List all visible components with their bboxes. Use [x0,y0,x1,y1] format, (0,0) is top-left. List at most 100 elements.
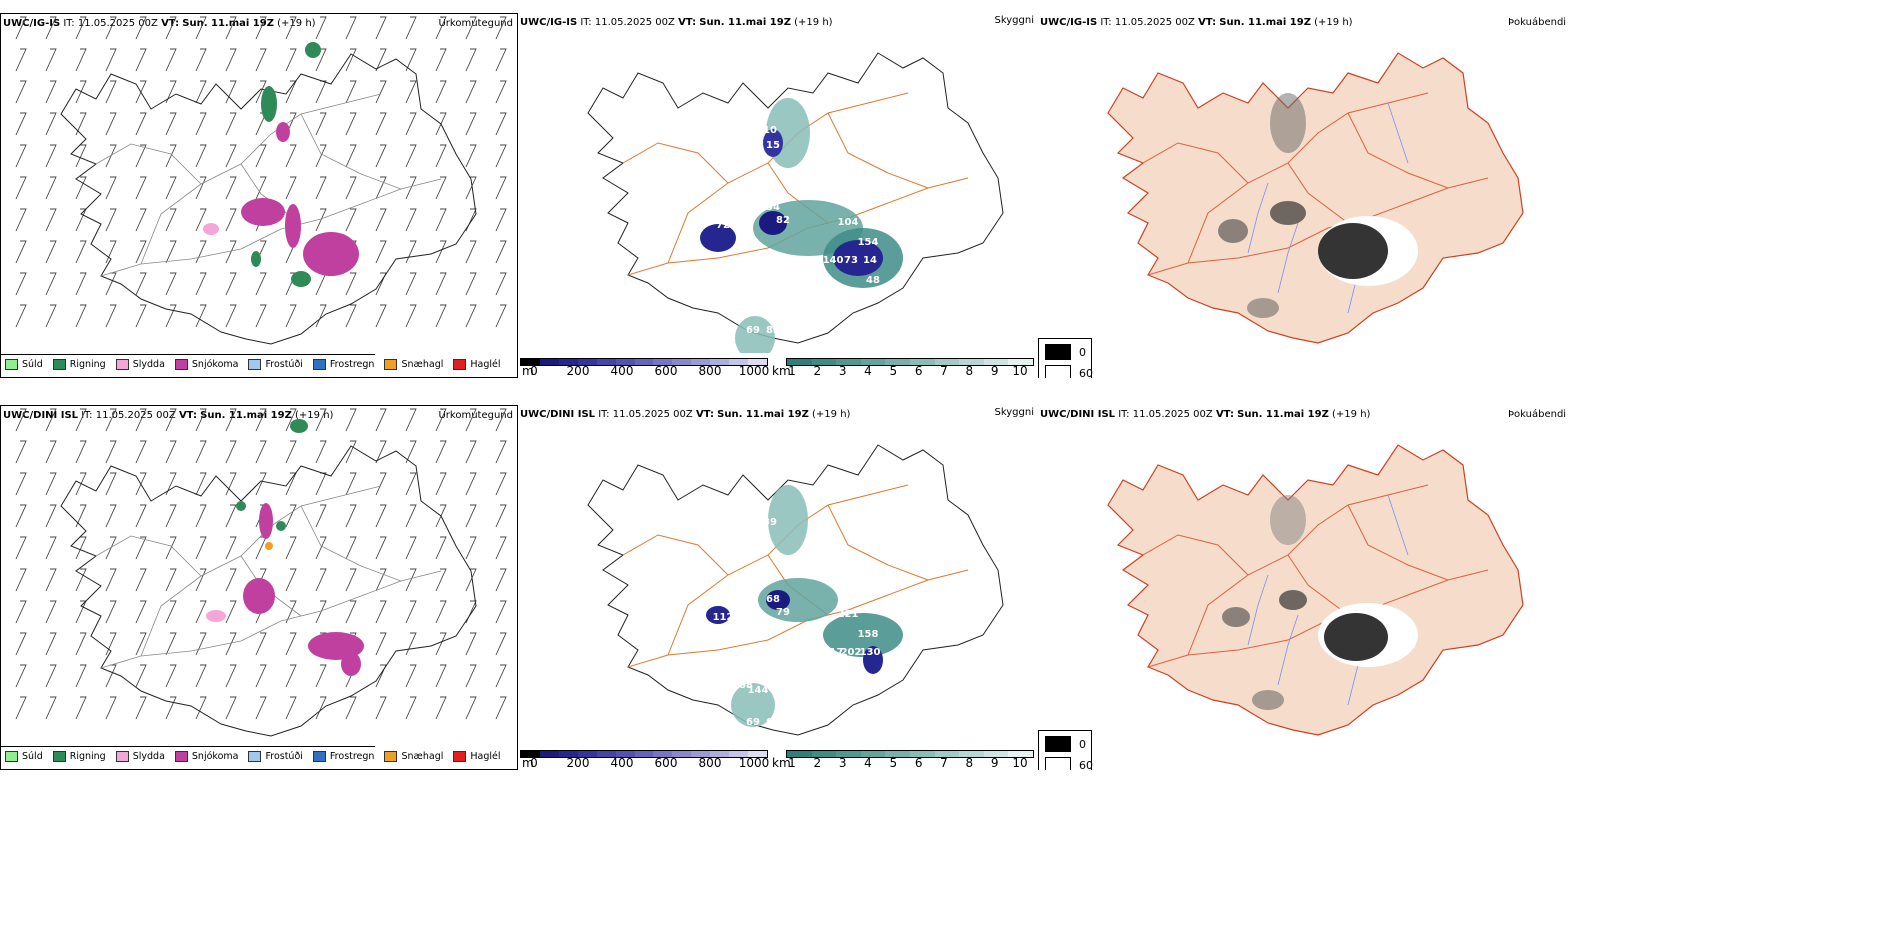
legend-label: Snæhagl [401,359,444,370]
visibility-colorbar [786,358,1034,366]
visibility-colorbar [786,750,1034,758]
tick-label: 10 [1012,364,1028,378]
cloud-panel-row1: UWC/DINI ISL IT: 11.05.2025 00Z VT: Sun.… [518,405,1038,770]
precip-legend: Súld Rigning Slydda Snjókoma Frostúði Frostre… [1,746,501,762]
tick-label: 3 [838,364,847,378]
tick-label: 600 [654,364,678,378]
legend-item: Haglél [453,359,501,370]
fog-min-swatch [1045,736,1071,752]
fog-areas [1222,495,1418,710]
legend-label: Snjókoma [191,751,239,762]
precip-legend: Súld Rigning Slydda Snjókoma Frostúði Frostre… [1,354,501,370]
visibility-unit: km [772,364,791,378]
cloud-base-label: 144 [748,685,769,696]
tick-label: 8 [965,364,974,378]
cloud-base-label: 88 [766,325,780,336]
cloud-base-label: 154 [858,237,879,248]
tick-label: 8 [965,756,974,770]
fog-max-label: 60 [1079,758,1093,771]
legend-item: Snæhagl [384,751,443,762]
legend-label: Slydda [132,751,165,762]
fog-min-swatch [1045,344,1071,360]
legend-item: Slydda [115,751,165,762]
tick-label: 1000 [738,364,770,378]
precip-areas [206,419,364,676]
legend-item: Frostúði [248,751,303,762]
precip-panel-row1: UWC/DINI ISL IT: 11.05.2025 00Z VT: Sun.… [0,405,518,770]
tick-label: 1 [788,364,796,378]
tick-label: 4 [864,364,872,378]
tick-label: 800 [698,364,722,378]
height-unit: m [522,364,534,378]
tick-label: 6 [914,364,923,378]
tick-label: 2 [813,364,822,378]
legend-item: Frostúði [248,359,303,370]
cloud-base-label: 112 [713,612,734,623]
precip-areas [203,42,359,287]
legend-swatch [312,751,326,762]
fog-legend: 0 60 [1038,338,1093,378]
cloud-panel-row0: UWC/IG-IS IT: 11.05.2025 00Z VT: Sun. 11… [518,13,1038,378]
precip-map [15,408,507,737]
cloud-base-label: 117 [823,647,844,658]
cloud-base-label: 104 [838,217,859,228]
tick-label: 400 [610,364,634,378]
legend-label: Frostúði [265,751,303,762]
legend-item: Frostregn [312,359,374,370]
tick-label: 2 [813,756,822,770]
legend-label: Haglél [470,751,501,762]
precip-map [15,16,507,345]
height-colorbar [520,750,768,758]
legend-swatch [453,751,467,762]
tick-label: 1 [788,756,796,770]
legend-swatch [52,359,66,370]
tick-label: 9 [990,756,999,770]
cloud-base-label: 79 [776,607,790,618]
cloud-base-label: 73 [844,255,858,266]
cloud-base-label: 202 [841,647,862,658]
cloud-base-label: 54 [766,202,780,213]
tick-label: 9 [990,364,999,378]
panel-header: UWC/DINI ISL IT: 11.05.2025 00Z VT: Sun.… [520,409,851,420]
panel-title: Úrkomutegund [438,410,513,421]
tick-label: 7 [940,756,948,770]
tick-label: 6 [914,756,923,770]
tick-label: 600 [654,756,678,770]
cloud-base-label: 158 [858,629,879,640]
legend-label: Snæhagl [401,751,444,762]
cloud-areas [700,98,903,353]
legend-swatch [174,751,188,762]
fog-legend: 0 60 [1038,730,1093,771]
legend-item: Snæhagl [384,359,443,370]
legend-label: Slydda [132,359,165,370]
legend-item: Snjókoma [174,751,239,762]
legend-swatch [384,359,398,370]
legend-label: Rigning [69,751,106,762]
cloud-base-label: 82 [776,215,790,226]
fog-map [1107,52,1524,344]
fog-panel-row1: UWC/DINI ISL IT: 11.05.2025 00Z VT: Sun.… [1038,405,1900,770]
wind-barbs [15,16,507,328]
cloud-base-label: 221 [838,609,859,620]
fog-areas [1218,93,1418,318]
legend-label: Súld [22,359,43,370]
panel-header: UWC/DINI ISL IT: 11.05.2025 00Z VT: Sun.… [1040,409,1371,420]
panel-title: Skyggni [994,407,1034,418]
cloud-base-label: 69 [746,325,760,336]
tick-label: 200 [566,756,590,770]
fog-min-label: 0 [1079,345,1086,359]
cloud-base-label: 49 [739,288,753,299]
visibility-unit: km [772,756,791,770]
fog-max-swatch [1045,757,1071,770]
height-unit: m [522,756,534,770]
cloud-base-label: 89 [763,517,777,528]
legend-swatch [384,751,398,762]
legend-swatch [52,751,66,762]
panel-title: Þokuábendi [1508,17,1567,28]
fog-max-swatch [1045,365,1071,378]
legend-swatch [115,359,129,370]
legend-swatch [5,751,18,762]
legend-label: Haglél [470,359,501,370]
